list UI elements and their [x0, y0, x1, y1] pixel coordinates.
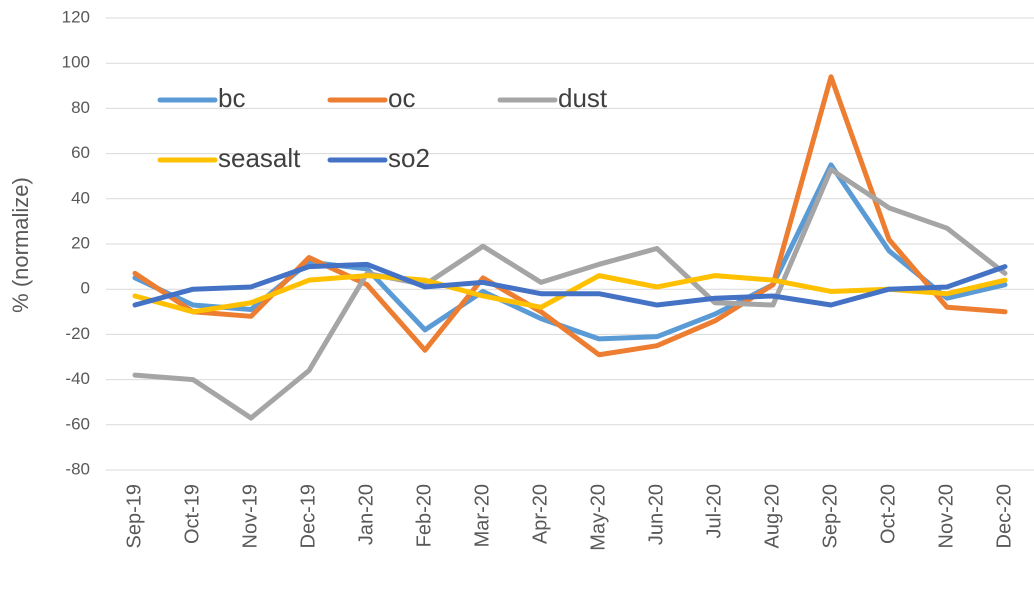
series-line — [132, 74, 1008, 358]
y-tick-label: -80 — [65, 459, 90, 478]
x-tick-label: Aug-20 — [761, 484, 783, 549]
x-tick-label: Mar-20 — [471, 484, 493, 547]
y-tick-label: 60 — [71, 143, 90, 162]
legend-label: seasalt — [218, 143, 301, 173]
x-tick-label: Jan-20 — [355, 484, 377, 545]
x-tick-label: Nov-20 — [935, 484, 957, 548]
x-tick-label: Oct-19 — [181, 484, 203, 544]
y-tick-label: -40 — [65, 369, 90, 388]
y-tick-label: 20 — [71, 233, 90, 252]
x-tick-label: Sep-20 — [819, 484, 841, 549]
x-tick-label: Nov-19 — [239, 484, 261, 548]
y-tick-label: -20 — [65, 324, 90, 343]
legend-label: dust — [558, 83, 608, 113]
x-tick-label: Sep-19 — [123, 484, 145, 549]
x-tick-label: May-20 — [587, 484, 609, 551]
y-tick-label: 40 — [71, 188, 90, 207]
x-tick-label: Jun-20 — [645, 484, 667, 545]
series-line — [132, 166, 1008, 421]
legend-label: oc — [388, 83, 415, 113]
legend-label: bc — [218, 83, 245, 113]
x-tick-label: Apr-20 — [529, 484, 551, 544]
series-line — [132, 162, 1008, 342]
y-tick-label: -60 — [65, 414, 90, 433]
series-line — [132, 261, 1008, 308]
y-tick-label: 120 — [62, 7, 90, 26]
y-tick-label: 0 — [81, 279, 90, 298]
x-tick-label: Dec-19 — [297, 484, 319, 548]
x-tick-label: Jul-20 — [703, 484, 725, 538]
y-tick-label: 80 — [71, 98, 90, 117]
x-tick-label: Feb-20 — [413, 484, 435, 547]
y-axis-label: % (normalize) — [8, 177, 33, 313]
x-tick-label: Dec-20 — [993, 484, 1015, 548]
y-tick-label: 100 — [62, 53, 90, 72]
x-tick-label: Oct-20 — [877, 484, 899, 544]
legend-label: so2 — [388, 143, 430, 173]
